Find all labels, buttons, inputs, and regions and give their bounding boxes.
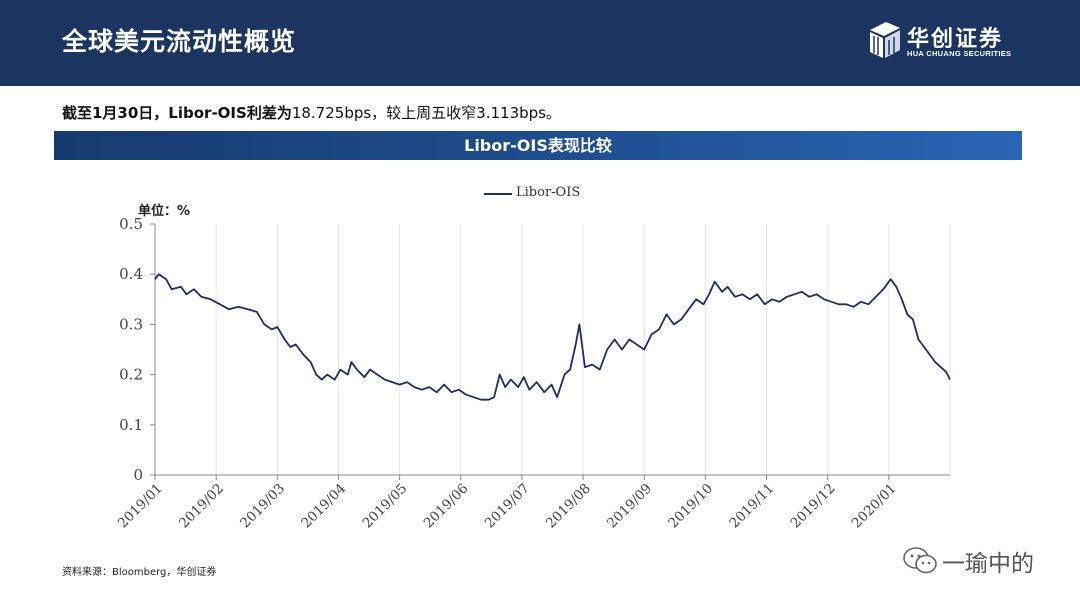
x-tick-label: 2020/01 [849,481,900,532]
brand-logo: 华创证券 HUA CHUANG SECURITIES [866,20,1026,64]
chart-unit-label: 单位：% [138,204,191,219]
source-note: 资料来源：Bloomberg，华创证券 [62,567,217,578]
x-tick-label: 2019/06 [421,481,472,532]
brand-name: 华创证券 [907,27,1004,52]
x-tick-label: 2019/09 [604,481,655,532]
x-tick-label: 2019/03 [237,481,288,532]
brand-subtitle: HUA CHUANG SECURITIES [907,49,1012,58]
x-tick-label: 2019/12 [788,481,839,532]
section-bar: Libor-OIS表现比较 [54,131,1022,160]
x-tick-label: 2019/02 [176,481,227,532]
summary-text: 截至1月30日，Libor-OIS利差为18.725bps，较上周五收窄3.11… [62,102,561,123]
x-tick-label: 2019/07 [482,481,533,532]
y-tick-label: 0 [133,466,143,484]
legend-label: Libor-OIS [516,185,581,200]
x-tick-label: 2019/05 [359,481,410,532]
x-tick-label: 2019/10 [665,481,716,532]
series-line-libor-ois [154,273,951,401]
x-tick-label: 2019/04 [298,481,349,532]
page-title: 全球美元流动性概览 [62,27,297,56]
y-tick-label: 0.3 [119,315,143,333]
y-tick-label: 0.4 [119,265,143,283]
legend-swatch [484,193,512,195]
summary-prefix: 截至1月30日，Libor-OIS利差为 [62,104,292,122]
x-tick-label: 2019/01 [115,481,166,532]
y-tick-label: 0.2 [119,366,143,384]
x-tick-label: 2019/11 [726,481,777,532]
x-tick-label: 2019/08 [543,481,594,532]
summary-spread: 18.725bps，较上周五收窄3.113bps。 [291,104,561,122]
watermark-text: 一瑜中的 [942,551,1034,577]
y-tick-label: 0.5 [119,215,143,233]
brand-cube-icon [870,22,900,58]
section-title: Libor-OIS表现比较 [464,136,612,155]
header-banner: 全球美元流动性概览 华创证券 HUA CHUANG SECURITIES [0,0,1080,86]
y-tick-label: 0.1 [119,416,143,434]
chat-bubble-icon [903,547,937,574]
